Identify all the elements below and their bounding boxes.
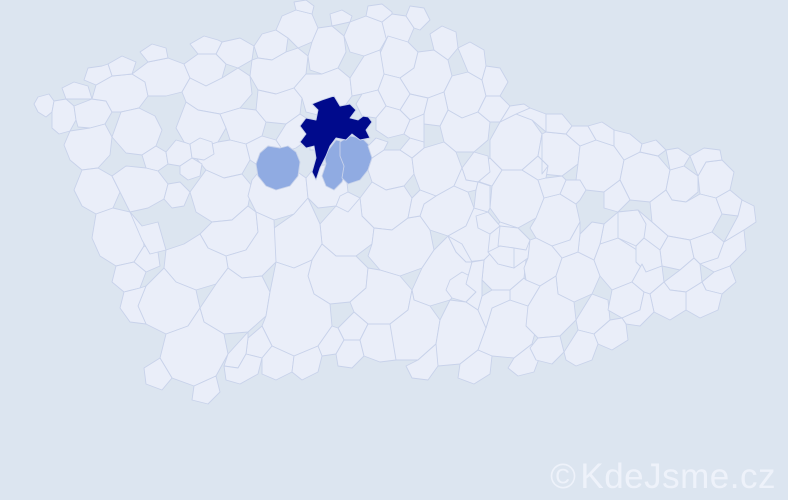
district-filler-z — [403, 113, 425, 143]
district-filler-bh — [107, 55, 137, 77]
district-hradec-kralove[interactable] — [339, 135, 373, 185]
district-filler-br — [359, 323, 397, 363]
district-filler-k — [129, 211, 167, 255]
district-filler-ba — [429, 25, 459, 61]
district-filler-al — [497, 225, 531, 251]
district-filler-aq — [487, 245, 515, 269]
district-filler-af — [639, 139, 667, 157]
district-filler-bi — [83, 63, 113, 86]
district-filler-ap — [447, 235, 473, 263]
district-filler-ci — [649, 281, 687, 321]
district-jicin[interactable] — [299, 95, 373, 181]
district-filler-be — [499, 103, 531, 123]
district-filler-d — [603, 179, 631, 213]
watermark: © KdeJsme.cz — [550, 459, 776, 494]
district-filler-o — [407, 189, 437, 219]
district-ash[interactable] — [33, 93, 55, 118]
district-pardubice[interactable] — [367, 149, 415, 191]
district-cheb[interactable] — [51, 98, 77, 135]
district-filler-ck — [593, 317, 629, 351]
district-plzen-sever[interactable] — [111, 107, 163, 156]
district-filler-ch — [685, 281, 723, 319]
district-kolin[interactable] — [255, 145, 301, 191]
district-filler-l — [163, 181, 191, 209]
district-filler-av — [473, 181, 491, 213]
district-filler-ad — [587, 121, 615, 147]
district-filler-cg — [701, 265, 737, 295]
district-ceska-lipa[interactable] — [307, 25, 347, 75]
district-uherske-hradiste[interactable] — [525, 275, 577, 339]
district-filler-ay — [365, 3, 393, 23]
district-filler-ac — [565, 125, 597, 147]
district-tachov[interactable] — [63, 123, 113, 171]
district-filler-bt — [457, 349, 493, 385]
district-filler-ag — [665, 147, 691, 171]
district-ostrava[interactable] — [665, 165, 699, 203]
district-filler-bc — [481, 65, 509, 97]
district-teplice[interactable] — [215, 37, 255, 69]
copyright-icon: © — [550, 457, 577, 496]
district-filler-az — [405, 5, 431, 31]
district-filler-bm — [191, 375, 221, 405]
district-filler-bv — [529, 335, 565, 365]
watermark-text: KdeJsme.cz — [580, 457, 776, 496]
district-filler-bn — [223, 353, 263, 385]
district-plzen-jih[interactable] — [111, 165, 169, 213]
district-filler-bp — [291, 345, 323, 381]
district-filler-bl — [143, 357, 173, 391]
district-filler-at — [537, 133, 549, 175]
district-filler-as — [537, 175, 567, 199]
district-filler-cl — [563, 329, 599, 367]
district-filler-ca — [715, 189, 743, 217]
district-filler-ab — [545, 113, 573, 135]
district-filler-ak — [551, 221, 581, 259]
district-rychnov-nad-kneznou[interactable] — [439, 109, 491, 153]
district-filler-r — [367, 137, 389, 159]
district-filler-bg — [139, 43, 169, 63]
district-sokolov[interactable] — [73, 98, 113, 129]
district-filler-bk — [119, 285, 147, 325]
district-klatovy[interactable] — [91, 207, 145, 267]
district-filler-bj — [61, 81, 93, 100]
district-filler-bs — [405, 343, 439, 381]
district-filler-bf — [189, 35, 223, 55]
district-filler-ah — [689, 147, 723, 177]
district-filler-s — [399, 137, 425, 159]
district-filler-ax — [329, 9, 353, 27]
district-filler-aw — [293, 0, 315, 15]
district-filler-ao — [465, 259, 485, 311]
district-filler-w — [349, 49, 385, 97]
district-filler-b — [475, 211, 501, 235]
districts-layer — [33, 0, 757, 405]
district-filler-q — [335, 191, 361, 213]
district-filler-cj — [621, 291, 655, 327]
district-filler-n — [189, 137, 215, 161]
